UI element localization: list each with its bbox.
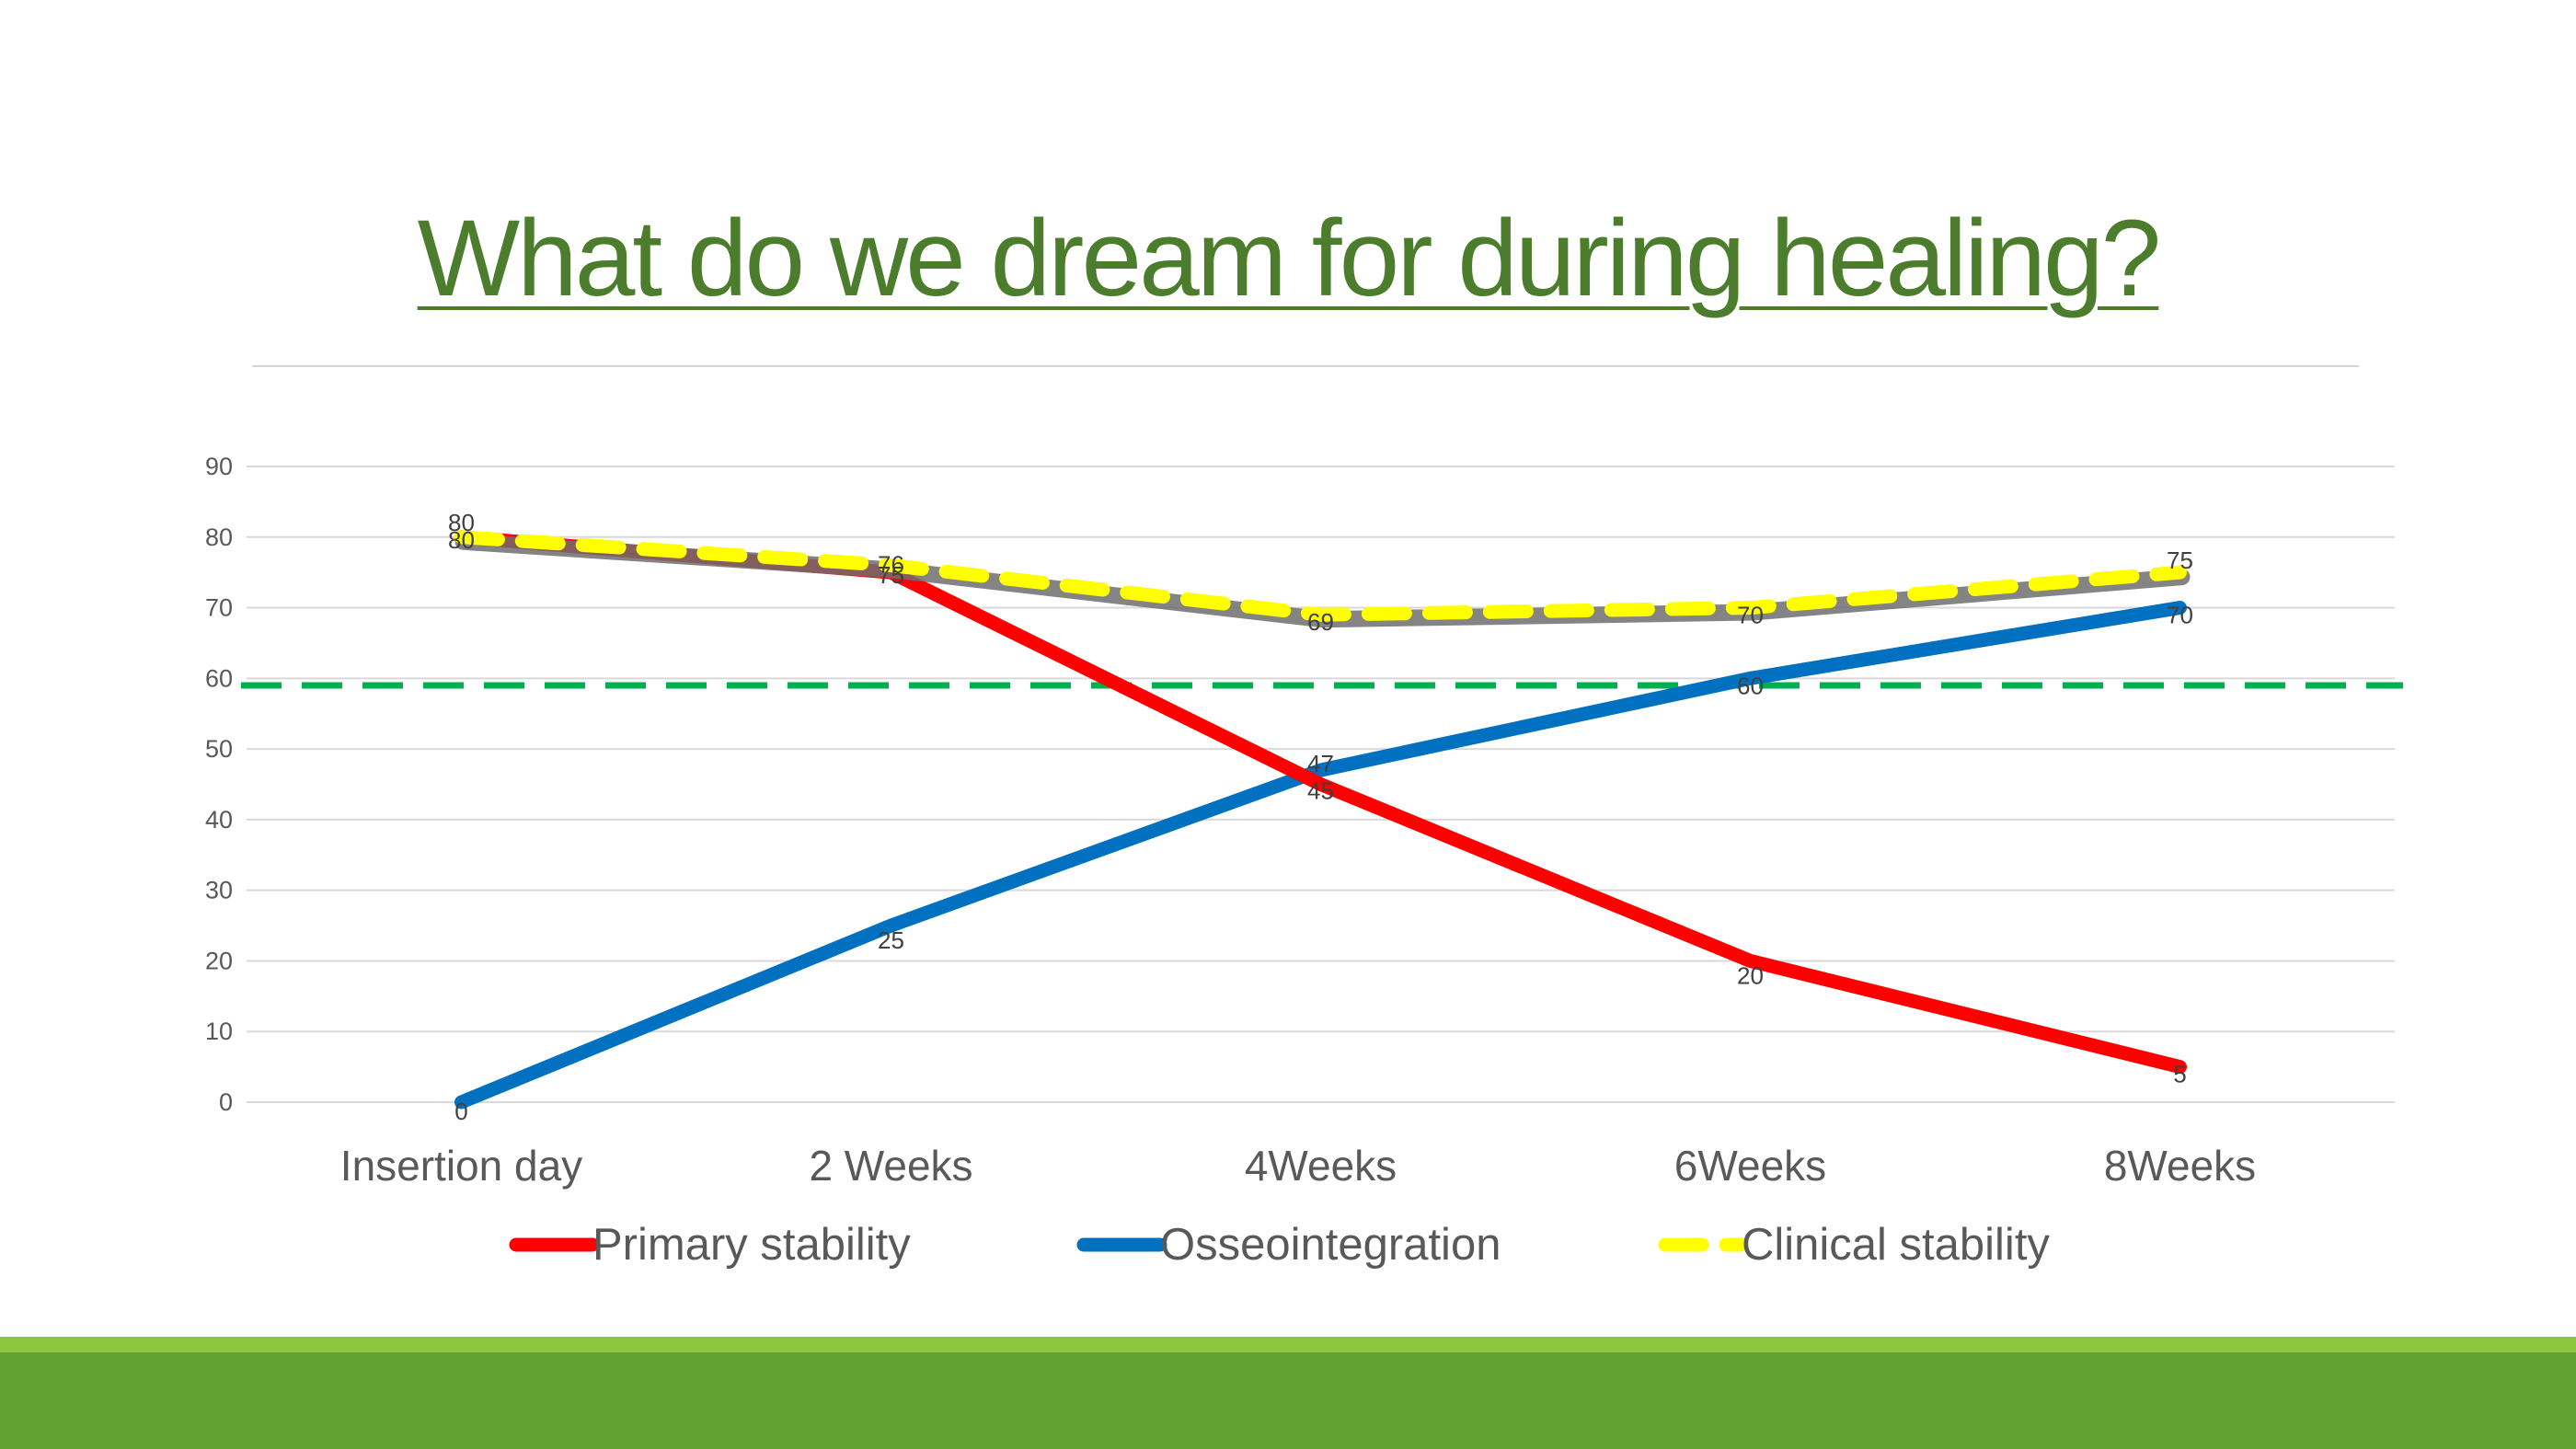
data-label: 75 [878,561,904,589]
y-tick-label: 20 [205,947,233,974]
legend-label: Osseointegration [1160,1220,1501,1270]
data-label: 60 [1737,672,1764,699]
legend-item: Clinical stability [1658,1220,2050,1270]
footer-accent-bar [0,1337,2576,1352]
legend-label: Primary stability [592,1220,911,1270]
x-tick-label: 2 Weeks [809,1142,972,1190]
y-tick-label: 70 [205,594,233,622]
x-tick-label: Insertion day [340,1142,582,1190]
footer-bar [0,1352,2576,1449]
data-label: 5 [2173,1061,2186,1088]
data-label: 80 [448,509,475,536]
data-label: 80 [448,526,475,554]
y-tick-label: 10 [205,1018,233,1045]
legend-item: Osseointegration [1076,1220,1501,1270]
x-tick-label: 6Weeks [1674,1142,1826,1190]
data-label: 75 [2167,546,2193,574]
y-tick-label: 60 [205,664,233,692]
legend-label: Clinical stability [1742,1220,2050,1270]
x-tick-label: 4Weeks [1245,1142,1397,1190]
y-axis-ticks: 0 10 20 30 40 50 60 70 80 90 [205,453,233,1116]
series-lines [454,530,2191,1110]
data-label: 69 [1307,608,1334,636]
data-label: 20 [1737,961,1764,989]
data-label: 47 [1307,750,1334,777]
y-tick-label: 40 [205,806,233,834]
data-label: 25 [878,926,904,954]
y-tick-label: 90 [205,453,233,480]
y-tick-label: 30 [205,877,233,904]
slide-title: What do we dream for during healing? [417,198,2162,319]
x-tick-label: 8Weeks [2104,1142,2256,1190]
data-label: 70 [2167,602,2193,629]
data-labels: 80 75 45 20 5 0 25 47 60 70 80 76 69 70 75 [448,509,2193,1125]
y-tick-label: 50 [205,735,233,763]
y-tick-label: 0 [219,1088,233,1116]
title-divider [252,365,2359,367]
x-axis-ticks: Insertion day 2 Weeks 4Weeks 6Weeks 8Weeks [340,1142,2256,1190]
y-tick-label: 80 [205,523,233,551]
data-label: 0 [454,1098,467,1125]
series-line-clinical-stability [454,530,2187,622]
legend: Primary stability Osseointegration Clinica… [509,1220,2050,1270]
series-line-osseointegration [454,601,2187,1110]
data-label: 70 [1737,602,1764,629]
data-label: 76 [878,550,904,578]
legend-item: Primary stability [509,1220,911,1270]
data-label: 45 [1307,777,1334,805]
